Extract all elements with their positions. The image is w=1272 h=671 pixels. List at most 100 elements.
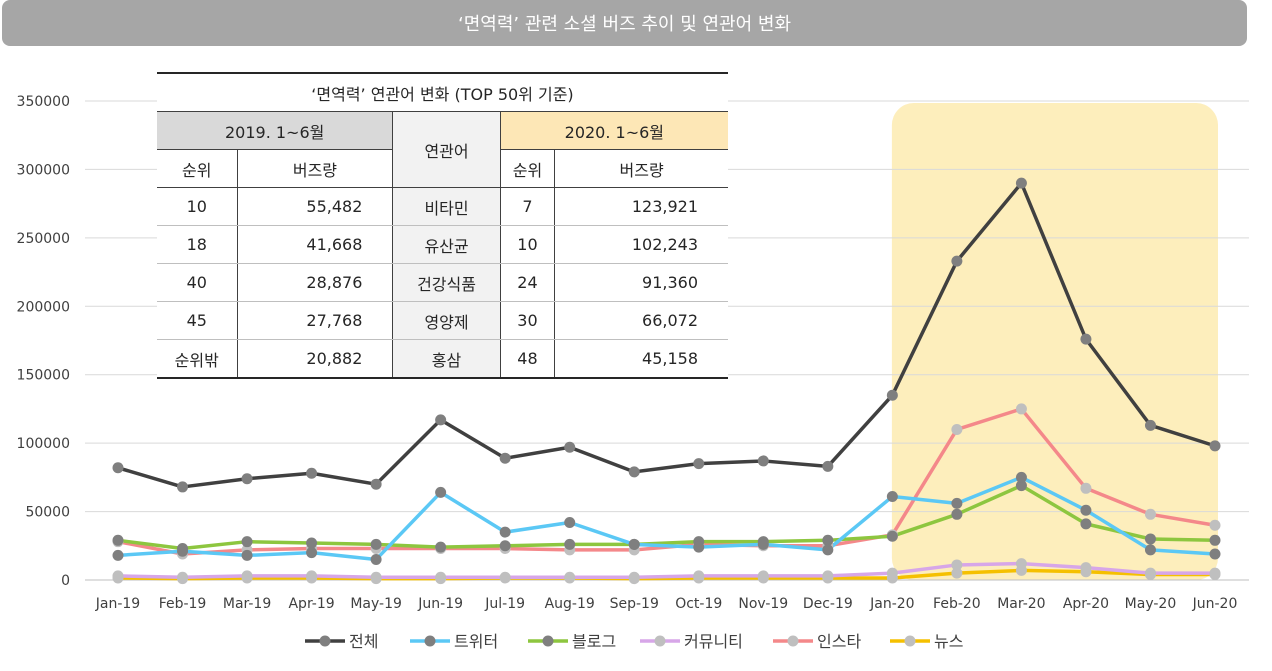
- chart-title: ‘면역력’ 관련 소셜 버즈 추이 및 연관어 변화: [2, 0, 1247, 46]
- data-point: [1144, 544, 1156, 556]
- buzz-2019: 20,882: [237, 339, 394, 379]
- rank-2020: 48: [500, 339, 556, 379]
- legend-marker: [319, 635, 331, 647]
- data-point: [757, 538, 769, 550]
- data-point: [951, 423, 963, 435]
- legend-label: 뉴스: [934, 632, 963, 651]
- legend-marker: [904, 635, 916, 647]
- buzz-2019: 28,876: [237, 263, 394, 302]
- buzz-header-2020: 버즈량: [554, 149, 728, 188]
- keyword: 홍삼: [392, 339, 501, 379]
- data-point: [306, 537, 318, 549]
- data-point: [112, 570, 124, 582]
- data-point: [1209, 548, 1221, 560]
- legend-label: 블로그: [572, 632, 616, 651]
- y-tick-label: 100000: [17, 436, 70, 452]
- x-tick-label: Aug-19: [545, 596, 595, 612]
- data-point: [886, 530, 898, 542]
- data-point: [693, 570, 705, 582]
- data-point: [1080, 518, 1092, 530]
- rank-2019: 45: [157, 301, 238, 340]
- y-tick-label: 350000: [17, 94, 70, 110]
- data-point: [564, 517, 576, 529]
- x-tick-label: Jul-19: [484, 596, 525, 612]
- data-point: [822, 570, 834, 582]
- data-point: [435, 541, 447, 553]
- x-tick-label: Oct-19: [675, 596, 722, 612]
- data-point: [628, 571, 640, 583]
- table-row: 10 55,482 비타민 7 123,921: [157, 187, 728, 226]
- legend-marker: [424, 635, 436, 647]
- rank-header-2020: 순위: [500, 149, 556, 188]
- data-point: [112, 549, 124, 561]
- x-tick-label: Nov-19: [738, 596, 788, 612]
- data-point: [1015, 480, 1027, 492]
- data-point: [177, 571, 189, 583]
- data-point: [1080, 562, 1092, 574]
- x-tick-label: May-20: [1125, 596, 1177, 612]
- data-point: [435, 414, 447, 426]
- data-point: [1209, 440, 1221, 452]
- x-tick-label: Jun-20: [1192, 596, 1238, 612]
- data-point: [241, 536, 253, 548]
- buzz-2019: 55,482: [237, 187, 394, 226]
- series-line-4: [117, 561, 1215, 580]
- legend-label: 인스타: [817, 632, 861, 651]
- keyword-table: ‘면역력’ 연관어 변화 (TOP 50위 기준) 2019. 1~6월 연관어…: [157, 72, 728, 379]
- x-tick-label: Jan-19: [95, 596, 140, 612]
- x-tick-label: Mar-19: [223, 596, 271, 612]
- data-point: [435, 486, 447, 498]
- data-point: [564, 441, 576, 453]
- data-point: [951, 497, 963, 509]
- data-point: [564, 538, 576, 550]
- data-point: [951, 559, 963, 571]
- table-row: 18 41,668 유산균 10 102,243: [157, 225, 728, 264]
- legend-label: 커뮤니티: [684, 632, 743, 651]
- data-point: [241, 570, 253, 582]
- y-tick-label: 150000: [17, 368, 70, 384]
- rank-header-2019: 순위: [157, 149, 238, 188]
- data-point: [951, 255, 963, 267]
- highlight-region: [891, 103, 1218, 580]
- data-point: [757, 570, 769, 582]
- buzz-2019: 41,668: [237, 225, 394, 264]
- legend-marker: [542, 635, 554, 647]
- data-point: [177, 545, 189, 557]
- data-point: [370, 571, 382, 583]
- data-point: [370, 538, 382, 550]
- data-point: [306, 467, 318, 479]
- data-point: [177, 481, 189, 493]
- table-row: 45 27,768 영양제 30 66,072: [157, 301, 728, 340]
- table-row: 순위밖 20,882 홍삼 48 45,158: [157, 339, 728, 379]
- x-tick-label: Feb-19: [159, 596, 207, 612]
- data-point: [693, 458, 705, 470]
- x-tick-label: Apr-19: [288, 596, 334, 612]
- data-point: [1144, 533, 1156, 545]
- data-point: [1015, 471, 1027, 483]
- rank-2020: 7: [500, 187, 556, 226]
- data-point: [1209, 567, 1221, 579]
- data-point: [628, 466, 640, 478]
- keyword: 비타민: [392, 187, 501, 226]
- data-point: [1144, 419, 1156, 431]
- y-tick-label: 50000: [25, 505, 70, 521]
- buzz-2020: 91,360: [554, 263, 728, 302]
- data-point: [435, 571, 447, 583]
- buzz-2020: 66,072: [554, 301, 728, 340]
- x-tick-label: Mar-20: [997, 596, 1045, 612]
- rank-2019: 40: [157, 263, 238, 302]
- data-point: [306, 570, 318, 582]
- x-tick-label: Dec-19: [803, 596, 853, 612]
- legend-marker: [654, 635, 666, 647]
- table-caption: ‘면역력’ 연관어 변화 (TOP 50위 기준): [157, 72, 728, 112]
- data-point: [370, 553, 382, 565]
- table-row: 40 28,876 건강식품 24 91,360: [157, 263, 728, 302]
- data-point: [693, 541, 705, 553]
- data-point: [1080, 333, 1092, 345]
- keyword: 영양제: [392, 301, 501, 340]
- series-line-1: [117, 181, 1216, 489]
- data-point: [1209, 534, 1221, 546]
- data-point: [822, 544, 834, 556]
- y-tick-label: 200000: [17, 299, 70, 315]
- buzz-2020: 123,921: [554, 187, 728, 226]
